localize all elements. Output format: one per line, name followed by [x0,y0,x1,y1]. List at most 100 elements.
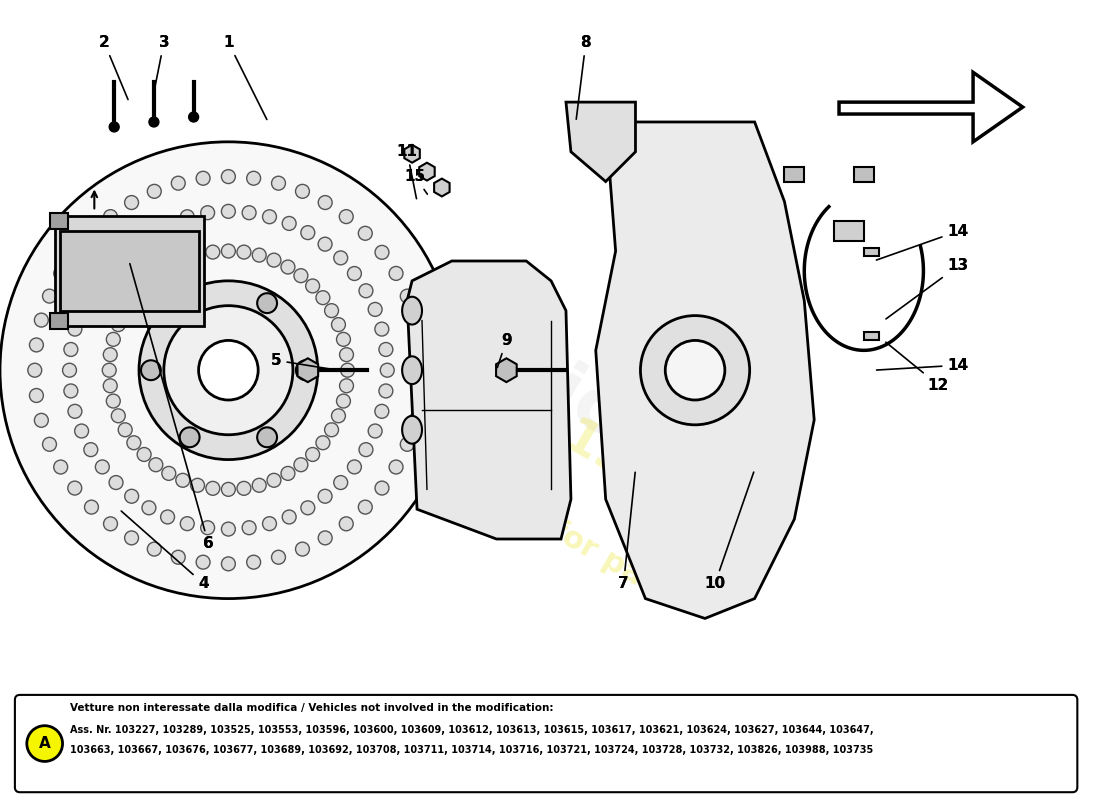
Circle shape [640,316,750,425]
Circle shape [246,555,261,569]
Circle shape [103,379,118,393]
Text: euroricambi: euroricambi [346,248,805,552]
Circle shape [102,363,117,377]
Bar [834,222,864,241]
Circle shape [318,490,332,503]
Text: 12: 12 [886,342,949,393]
Circle shape [176,474,189,487]
Circle shape [221,557,235,570]
Text: passion for parts: passion for parts [422,443,690,614]
Circle shape [200,206,214,220]
Circle shape [196,171,210,185]
Text: 14: 14 [877,224,969,260]
Bar [864,248,879,256]
Circle shape [179,427,199,447]
Polygon shape [566,102,636,182]
Circle shape [301,226,315,239]
Circle shape [206,245,220,259]
Circle shape [324,423,339,437]
Text: 5: 5 [271,353,334,370]
Circle shape [43,289,56,303]
Circle shape [375,481,389,495]
Text: 1: 1 [223,35,267,119]
Circle shape [294,458,308,472]
Text: 4: 4 [121,511,209,591]
Circle shape [666,341,725,400]
Circle shape [64,384,78,398]
Circle shape [408,414,422,427]
Circle shape [340,348,353,362]
Circle shape [103,210,118,223]
Circle shape [63,363,77,377]
Circle shape [318,238,332,251]
Circle shape [296,360,316,380]
Circle shape [30,338,43,352]
Circle shape [324,304,339,318]
Circle shape [147,542,162,556]
Circle shape [221,482,235,496]
Circle shape [138,279,151,293]
Circle shape [103,517,118,530]
Circle shape [333,475,348,490]
Bar [50,313,67,329]
Text: 9: 9 [502,333,512,348]
Circle shape [107,333,120,346]
Bar [864,333,879,341]
Text: 3: 3 [154,35,169,90]
FancyBboxPatch shape [15,695,1077,792]
Polygon shape [839,72,1023,142]
Circle shape [257,427,277,447]
Circle shape [68,322,81,336]
Circle shape [180,210,195,224]
Circle shape [124,238,139,251]
Text: 1: 1 [223,35,233,50]
Circle shape [34,313,48,327]
Circle shape [172,176,185,190]
Polygon shape [596,122,814,618]
Circle shape [109,122,119,132]
Circle shape [190,248,205,262]
Ellipse shape [403,416,422,444]
Circle shape [294,269,308,282]
Circle shape [359,226,372,240]
Circle shape [296,542,309,556]
Text: 8: 8 [576,35,591,119]
Text: 8: 8 [581,35,591,50]
Circle shape [180,517,195,530]
Text: 15: 15 [405,169,428,194]
Circle shape [221,204,235,218]
Text: Vetture non interessate dalla modifica / Vehicles not involved in the modificati: Vetture non interessate dalla modifica /… [69,703,553,713]
Circle shape [126,436,141,450]
Circle shape [30,389,43,402]
Circle shape [111,318,125,331]
Circle shape [414,338,427,352]
Circle shape [242,206,256,220]
Circle shape [161,217,175,230]
Text: A: A [39,736,51,751]
Bar [50,214,67,230]
Circle shape [68,481,81,495]
Text: 7: 7 [618,472,635,591]
Circle shape [138,447,151,462]
Circle shape [68,246,81,259]
Circle shape [375,404,388,418]
Circle shape [124,531,139,545]
Circle shape [368,424,382,438]
Circle shape [172,550,185,564]
Text: 2: 2 [99,35,128,99]
Text: 10: 10 [704,472,754,591]
Circle shape [378,342,393,357]
Circle shape [337,394,351,408]
Circle shape [306,447,320,462]
Circle shape [85,226,98,240]
Circle shape [252,248,266,262]
Circle shape [118,423,132,437]
Circle shape [252,478,266,492]
Circle shape [318,531,332,545]
Circle shape [400,438,415,451]
Text: 4: 4 [198,576,209,591]
Text: 6: 6 [130,264,213,551]
Circle shape [141,360,161,380]
Text: 1985: 1985 [553,414,697,525]
Circle shape [0,142,456,598]
